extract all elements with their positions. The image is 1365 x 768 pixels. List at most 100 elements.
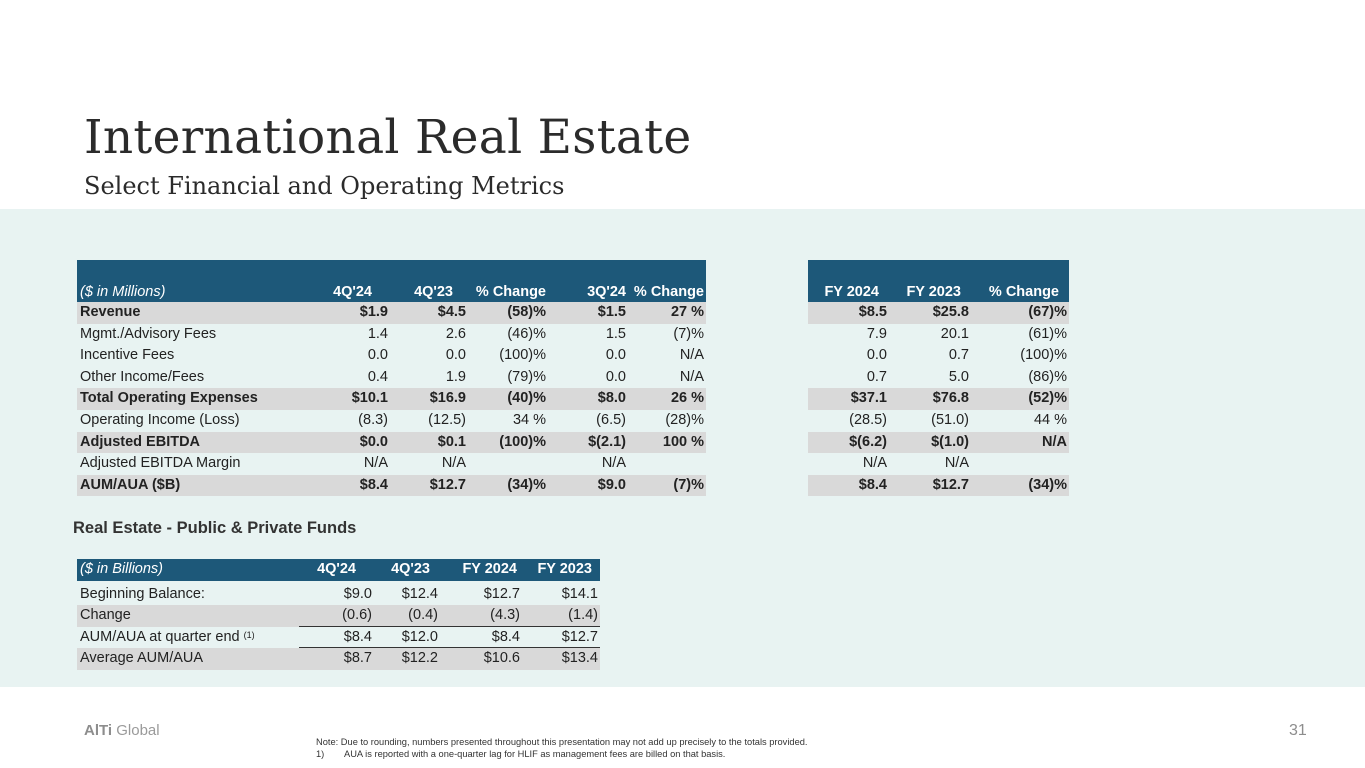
table-cell: $0.1 — [437, 433, 466, 450]
table-cell: $12.7 — [483, 585, 520, 602]
row-label: Other Income/Fees — [80, 368, 205, 385]
annual-metrics-table: FY 2024 FY 2023 % Change $8.5 $25.8 (67)% 7… — [808, 260, 1069, 497]
table-cell: N/A — [601, 455, 626, 472]
table-cell: (8.3) — [358, 411, 388, 428]
table-cell: 5.0 — [948, 368, 969, 385]
row-label: Average AUM/AUA — [80, 650, 204, 667]
unit-label: ($ in Billions) — [80, 561, 163, 577]
table-cell: (6.5) — [596, 411, 626, 428]
table-cell: 1.9 — [445, 368, 466, 385]
alti-global-logo: AlTi Global — [84, 722, 160, 739]
table-cell: (86)% — [1028, 368, 1067, 385]
table-cell: 0.0 — [605, 368, 626, 385]
table-row: Operating Income (Loss) (8.3) (12.5) 34 % (6… — [77, 410, 706, 432]
table-cell: (52)% — [1028, 390, 1067, 407]
table-cell: (51.0) — [931, 411, 969, 428]
table-cell: 0.0 — [605, 347, 626, 364]
table-cell: 7.9 — [866, 325, 887, 342]
table-row: Beginning Balance: $9.0 $12.4 $12.7 $14.1 — [77, 584, 600, 606]
table-cell: $12.7 — [561, 628, 598, 645]
table-cell: 34 % — [512, 411, 546, 428]
col-header: 4Q'23 — [414, 284, 453, 300]
table-row: Average AUM/AUA $8.7 $12.2 $10.6 $13.4 — [77, 648, 600, 670]
col-header: FY 2024 — [462, 561, 517, 577]
col-header: FY 2023 — [537, 561, 592, 577]
total-underline — [299, 647, 600, 649]
table-cell: $12.0 — [401, 628, 438, 645]
quarterly-metrics-table: ($ in Millions) 4Q'24 4Q'23 % Change 3Q'… — [77, 260, 706, 497]
page-subtitle: Select Financial and Operating Metrics — [84, 172, 565, 200]
table-cell: $8.4 — [343, 628, 372, 645]
table-cell: 44 % — [1033, 411, 1067, 428]
table-cell: $(2.1) — [588, 433, 626, 450]
table-cell: (100)% — [1020, 347, 1067, 364]
table-row: $37.1 $76.8 (52)% — [808, 388, 1069, 410]
table-cell: 0.7 — [948, 347, 969, 364]
table-cell: N/A — [441, 455, 466, 472]
table-row: Mgmt./Advisory Fees 1.4 2.6 (46)% 1.5 (7)% — [77, 324, 706, 346]
table-row: Change (0.6) (0.4) (4.3) (1.4) — [77, 605, 600, 627]
table-cell: $8.5 — [858, 304, 887, 320]
table-cell: (58)% — [507, 304, 546, 320]
table-cell: 100 % — [662, 433, 704, 450]
table-cell: N/A — [944, 455, 969, 472]
table-row: Incentive Fees 0.0 0.0 (100)% 0.0 N/A — [77, 345, 706, 367]
table-cell: 1.4 — [367, 325, 388, 342]
table-row: $8.5 $25.8 (67)% — [808, 302, 1069, 324]
table-cell: (4.3) — [490, 607, 520, 624]
table-cell: 27 % — [670, 304, 704, 320]
table-cell: $12.7 — [429, 476, 466, 493]
row-label: Revenue — [80, 304, 141, 320]
total-underline — [299, 625, 600, 627]
table-cell: (46)% — [507, 325, 546, 342]
table-cell: (1.4) — [568, 607, 598, 624]
col-header: 4Q'24 — [317, 561, 356, 577]
funds-table-header: ($ in Billions) 4Q'24 4Q'23 FY 2024 FY 2… — [77, 559, 600, 581]
table-cell: (67)% — [1028, 304, 1067, 320]
table-cell: $12.2 — [401, 650, 438, 667]
table-cell: $14.1 — [561, 585, 598, 602]
table-cell: $8.4 — [491, 628, 520, 645]
table-cell: $10.1 — [351, 390, 388, 407]
table-cell: $(1.0) — [931, 433, 969, 450]
row-label: Incentive Fees — [80, 347, 175, 364]
row-label: AUM/AUA at quarter end (1) — [80, 628, 255, 645]
footnotes: Note: Due to rounding, numbers presented… — [316, 736, 808, 760]
table-row: 0.7 5.0 (86)% — [808, 367, 1069, 389]
col-header: % Change — [475, 284, 546, 300]
table-row: Other Income/Fees 0.4 1.9 (79)% 0.0 N/A — [77, 367, 706, 389]
table-cell: $13.4 — [561, 650, 598, 667]
col-header: FY 2024 — [824, 284, 879, 300]
table-cell: $37.1 — [850, 390, 887, 407]
table-cell: $25.8 — [932, 304, 969, 320]
quarterly-table-header: ($ in Millions) 4Q'24 4Q'23 % Change 3Q'… — [77, 260, 706, 302]
row-label: Operating Income (Loss) — [80, 411, 240, 428]
table-cell: $12.7 — [932, 476, 969, 493]
table-cell: 0.0 — [445, 347, 466, 364]
table-row: (28.5) (51.0) 44 % — [808, 410, 1069, 432]
table-cell: $76.8 — [932, 390, 969, 407]
row-label: Adjusted EBITDA Margin — [80, 455, 241, 472]
table-row: N/A N/A — [808, 453, 1069, 475]
table-cell: (7)% — [673, 476, 704, 493]
table-cell: $9.0 — [343, 585, 372, 602]
col-header: 3Q'24 — [587, 284, 626, 300]
table-cell: $(6.2) — [849, 433, 887, 450]
annual-table-header: FY 2024 FY 2023 % Change — [808, 260, 1069, 302]
table-cell: 1.5 — [605, 325, 626, 342]
table-cell: 0.0 — [866, 347, 887, 364]
row-label: Adjusted EBITDA — [80, 433, 201, 450]
page-number: 31 — [1289, 722, 1307, 739]
page-title: International Real Estate — [84, 110, 692, 165]
table-cell: $1.5 — [597, 304, 626, 320]
unit-label: ($ in Millions) — [80, 284, 166, 300]
table-cell: (79)% — [507, 368, 546, 385]
table-cell: (0.4) — [408, 607, 438, 624]
row-label: Beginning Balance: — [80, 585, 205, 602]
table-cell: (100)% — [499, 433, 546, 450]
row-label: Mgmt./Advisory Fees — [80, 325, 217, 342]
table-cell: N/A — [679, 347, 704, 364]
table-cell: $0.0 — [359, 433, 388, 450]
table-cell: 0.4 — [367, 368, 388, 385]
col-header: 4Q'23 — [391, 561, 430, 577]
